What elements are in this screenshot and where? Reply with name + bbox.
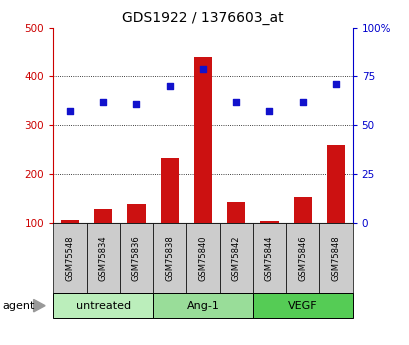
Title: GDS1922 / 1376603_at: GDS1922 / 1376603_at (122, 11, 283, 25)
Text: GSM75836: GSM75836 (132, 235, 141, 281)
Text: GSM75848: GSM75848 (330, 235, 339, 281)
Point (232, 99, 239, 105)
Bar (127, 204, 145, 271)
Text: VEGF: VEGF (287, 301, 317, 310)
Text: agent: agent (2, 301, 34, 310)
Bar (260, 221, 278, 271)
Bar (326, 145, 344, 271)
Bar (94, 209, 112, 271)
Point (166, 83, 173, 89)
Bar (61, 220, 79, 271)
Text: untreated: untreated (75, 301, 130, 310)
Text: Ang-1: Ang-1 (186, 301, 219, 310)
Point (133, 101, 139, 106)
Text: GSM75844: GSM75844 (264, 235, 273, 280)
Point (67, 109, 73, 114)
Bar (293, 197, 311, 271)
Bar (227, 201, 245, 271)
Text: GSM75846: GSM75846 (297, 235, 306, 281)
Text: GSM75842: GSM75842 (231, 235, 240, 280)
Point (299, 99, 305, 105)
Point (199, 66, 206, 71)
Point (332, 81, 338, 87)
Bar (193, 57, 211, 271)
Text: GSM75834: GSM75834 (99, 235, 108, 281)
Text: GSM75548: GSM75548 (65, 235, 74, 280)
Point (100, 99, 106, 105)
Bar (160, 158, 178, 271)
Text: GSM75838: GSM75838 (165, 235, 174, 281)
Text: GSM75840: GSM75840 (198, 235, 207, 280)
Point (265, 109, 272, 114)
